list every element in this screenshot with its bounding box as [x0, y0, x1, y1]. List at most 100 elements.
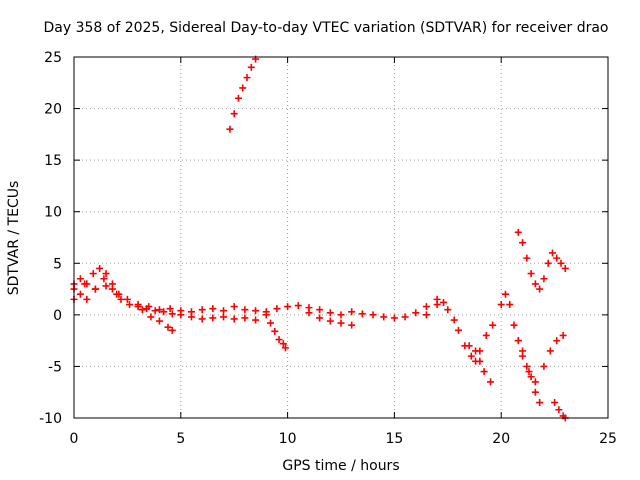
data-point: [501, 290, 509, 298]
data-point: [198, 315, 206, 323]
data-point: [143, 305, 151, 313]
data-point: [271, 327, 279, 335]
data-point: [123, 295, 131, 303]
data-point: [209, 305, 217, 313]
data-point: [230, 315, 238, 323]
data-point: [422, 311, 430, 319]
data-point: [531, 388, 539, 396]
data-point: [506, 301, 514, 309]
data-point: [348, 308, 356, 316]
data-point: [275, 336, 283, 344]
data-point: [553, 254, 561, 262]
data-point: [164, 323, 172, 331]
data-point: [348, 321, 356, 329]
y-tick-label: 15: [44, 153, 62, 169]
data-point: [100, 275, 108, 283]
data-point: [284, 303, 292, 311]
data-point: [487, 378, 495, 386]
data-point: [510, 321, 518, 329]
series-arc-3: [70, 280, 121, 298]
data-point: [401, 313, 409, 321]
data-point: [489, 321, 497, 329]
data-point: [531, 280, 539, 288]
data-point: [209, 314, 217, 322]
data-point: [316, 306, 324, 314]
data-point: [113, 290, 121, 298]
data-point: [166, 305, 174, 313]
data-point: [83, 295, 91, 303]
data-point: [540, 275, 548, 283]
series-arc-1: [70, 264, 448, 322]
x-tick-label: 0: [70, 431, 79, 447]
data-point: [527, 270, 535, 278]
data-point: [548, 249, 556, 257]
x-axis-label: GPS time / hours: [282, 458, 399, 474]
y-axis-label: SDTVAR / TECUs: [6, 181, 22, 296]
data-point: [555, 406, 563, 414]
data-point: [252, 316, 260, 324]
series-arc-5: [262, 311, 289, 352]
chart-title: Day 358 of 2025, Sidereal Day-to-day VTE…: [43, 20, 608, 36]
series-arc-10: [514, 228, 569, 293]
data-point: [337, 311, 345, 319]
data-point: [422, 303, 430, 311]
data-point: [243, 74, 251, 82]
data-point: [536, 399, 544, 407]
data-point: [241, 306, 249, 314]
data-point: [380, 313, 388, 321]
data-point: [358, 310, 366, 318]
data-point: [267, 319, 275, 327]
x-tick-label: 20: [492, 431, 510, 447]
series-arc-2: [70, 275, 260, 324]
data-point: [76, 275, 84, 283]
data-point: [454, 326, 462, 334]
axis-ticks: 0 5 10 15 20 25 -10 -5 0 5 10 15 20 25: [39, 50, 617, 447]
data-point: [281, 344, 289, 352]
data-point: [523, 362, 531, 370]
data-point: [559, 331, 567, 339]
y-tick-label: 10: [44, 205, 62, 221]
data-point: [440, 298, 448, 306]
data-point: [316, 314, 324, 322]
data-point: [294, 302, 302, 310]
data-point: [326, 309, 334, 317]
series-arc-8: [422, 290, 567, 386]
data-point: [519, 347, 527, 355]
data-point: [247, 63, 255, 71]
series-arc-9: [465, 342, 495, 386]
data-point: [536, 285, 544, 293]
x-tick-label: 25: [599, 431, 617, 447]
data-point: [117, 295, 125, 303]
data-point: [305, 309, 313, 317]
data-point: [168, 310, 176, 318]
data-point: [465, 342, 473, 350]
data-point: [450, 316, 458, 324]
y-tick-label: -10: [39, 411, 62, 427]
data-point: [497, 301, 505, 309]
data-point: [525, 368, 533, 376]
data-point: [433, 301, 441, 309]
data-point: [262, 311, 270, 319]
y-tick-label: 20: [44, 102, 62, 118]
data-point: [160, 308, 168, 316]
data-point: [230, 110, 238, 118]
x-tick-label: 10: [279, 431, 297, 447]
plot-frame: [73, 56, 609, 419]
data-point: [230, 303, 238, 311]
data-point: [412, 309, 420, 317]
data-point: [89, 270, 97, 278]
y-tick-label: -5: [48, 359, 62, 375]
series-arc-11: [514, 337, 544, 407]
y-tick-label: 25: [44, 50, 62, 66]
data-point: [252, 307, 260, 315]
data-point: [546, 347, 554, 355]
data-point: [177, 311, 185, 319]
data-point: [155, 306, 163, 314]
series-arc-4: [138, 306, 176, 334]
data-point: [467, 352, 475, 360]
data-point: [187, 313, 195, 321]
data-point: [337, 319, 345, 327]
data-point: [220, 307, 228, 315]
data-point: [553, 337, 561, 345]
data-point: [551, 399, 559, 407]
